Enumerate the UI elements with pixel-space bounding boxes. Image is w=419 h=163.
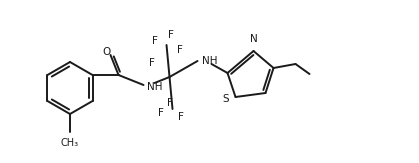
Text: F: F xyxy=(167,98,173,108)
Text: F: F xyxy=(158,108,163,118)
Text: S: S xyxy=(222,94,228,104)
Text: N: N xyxy=(250,34,257,44)
Text: F: F xyxy=(168,30,173,40)
Text: F: F xyxy=(178,112,184,122)
Text: F: F xyxy=(149,58,155,68)
Text: F: F xyxy=(152,36,158,46)
Text: O: O xyxy=(102,47,111,57)
Text: F: F xyxy=(176,45,182,55)
Text: NH: NH xyxy=(202,56,217,66)
Text: CH₃: CH₃ xyxy=(61,138,79,148)
Text: NH: NH xyxy=(147,82,162,92)
